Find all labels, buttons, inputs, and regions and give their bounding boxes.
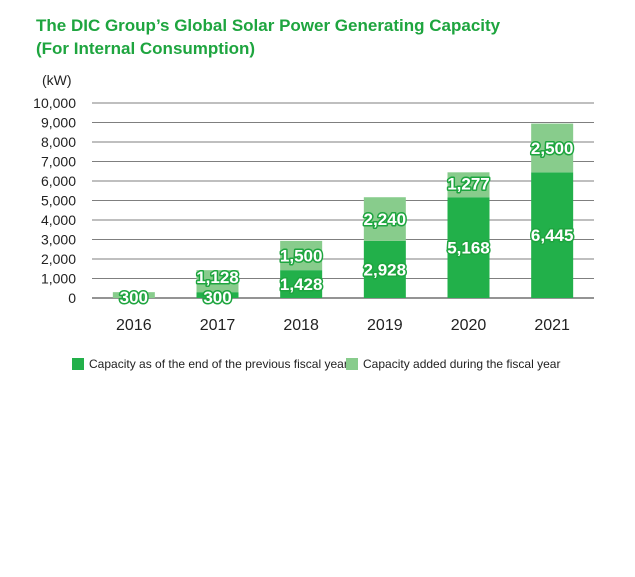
legend-swatch-added: [346, 358, 358, 370]
bar-added-capacity: [363, 197, 406, 241]
data-label-added: 1,500: [280, 247, 323, 266]
data-label-previous: 300: [203, 288, 231, 307]
bar-previous-capacity: [196, 292, 239, 298]
y-tick-label: 7,000: [41, 154, 76, 170]
chart-title-line-2: (For Internal Consumption): [36, 39, 256, 58]
data-label-added: 1,277: [447, 174, 490, 193]
legend-label-previous: Capacity as of the end of the previous f…: [89, 357, 348, 371]
data-label-previous: 5,168: [447, 239, 490, 258]
bar-added-capacity: [447, 172, 490, 198]
data-label-added: 300: [120, 288, 148, 307]
x-tick-label: 2016: [116, 317, 152, 334]
y-axis-ticks: 0 1,000 2,000 3,000 4,000 5,000 6,000 7,000 8,00…: [33, 95, 76, 306]
x-axis-ticks: 2016 2017 2018 2019 2020 2021: [116, 317, 570, 334]
y-tick-label: 8,000: [41, 134, 76, 150]
gridlines: [92, 102, 594, 299]
data-label-previous: 6,445: [531, 226, 574, 245]
bars: [112, 123, 574, 298]
bar-previous-capacity: [531, 172, 574, 298]
x-tick-label: 2021: [534, 317, 570, 334]
y-tick-label: 0: [68, 290, 76, 306]
x-tick-label: 2017: [200, 317, 236, 334]
y-tick-label: 1,000: [41, 271, 76, 287]
y-tick-label: 10,000: [33, 95, 76, 111]
bar-added-capacity: [531, 123, 574, 173]
chart-title: The DIC Group’s Global Solar Power Gener…: [36, 14, 500, 60]
data-label-previous: 1,428: [280, 275, 323, 294]
x-tick-label: 2018: [283, 317, 319, 334]
data-label-previous: 2,928: [364, 260, 407, 279]
data-label-added: 1,128: [196, 268, 239, 287]
legend: Capacity as of the end of the previous f…: [72, 357, 560, 371]
bar-previous-capacity: [363, 240, 406, 298]
bar-previous-capacity: [280, 270, 323, 298]
y-axis-unit: (kW): [42, 72, 72, 88]
y-tick-label: 9,000: [41, 115, 76, 131]
bar-added-capacity: [280, 240, 323, 271]
bar-previous-capacity: [447, 197, 490, 298]
x-tick-label: 2020: [451, 317, 487, 334]
data-label-added: 2,500: [531, 139, 574, 158]
y-tick-label: 6,000: [41, 173, 76, 189]
bar-added-capacity: [112, 292, 155, 298]
data-label-added: 2,240: [364, 210, 407, 229]
y-tick-label: 4,000: [41, 212, 76, 228]
legend-swatch-previous: [72, 358, 84, 370]
chart-title-line-1: The DIC Group’s Global Solar Power Gener…: [36, 16, 501, 35]
legend-label-added: Capacity added during the fiscal year: [363, 357, 560, 371]
x-tick-label: 2019: [367, 317, 403, 334]
y-tick-label: 3,000: [41, 232, 76, 248]
bar-added-capacity: [196, 270, 239, 293]
y-tick-label: 5,000: [41, 193, 76, 209]
y-tick-label: 2,000: [41, 251, 76, 267]
